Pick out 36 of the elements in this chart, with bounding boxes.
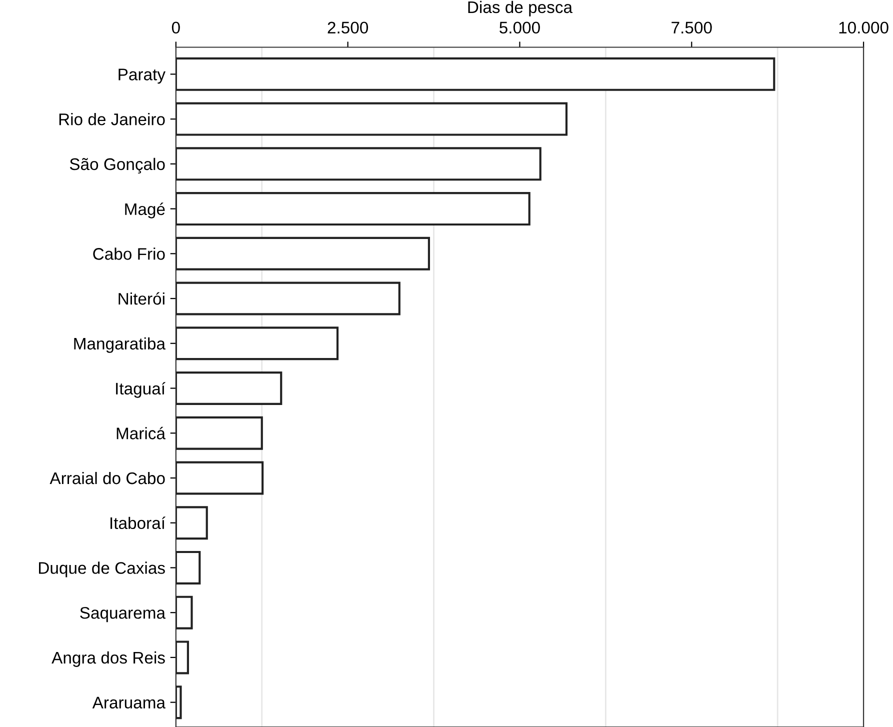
bar — [176, 461, 264, 495]
bar — [176, 282, 400, 316]
y-tick-label: São Gonçalo — [70, 158, 165, 174]
bar — [176, 192, 530, 226]
bar — [176, 147, 542, 181]
y-tick-label: Duque de Caxias — [39, 562, 165, 578]
bar — [176, 596, 193, 630]
x-axis-title: Dias de pesca — [468, 0, 573, 16]
bar — [176, 416, 263, 450]
bar — [176, 506, 208, 540]
bar — [176, 686, 182, 720]
y-tick-label: Mangaratiba — [74, 337, 166, 353]
x-tick-label: 7.500 — [672, 22, 712, 34]
x-tick-label: 2.500 — [328, 22, 368, 34]
y-tick-label: Maricá — [116, 426, 166, 440]
x-tick-label: 5.000 — [500, 22, 540, 34]
y-tick-label: Paraty — [118, 68, 166, 84]
y-tick-label: Itaguaí — [116, 382, 166, 398]
y-tick-label: Rio de Janeiro — [59, 113, 165, 126]
y-tick-label: Araruama — [92, 696, 166, 709]
bar — [176, 102, 568, 136]
y-tick-label: Niterói — [118, 292, 164, 305]
y-tick-label: Angra dos Reis — [52, 651, 165, 667]
bar — [176, 372, 282, 405]
bar — [176, 326, 339, 360]
x-tick-label: 10.000 — [839, 22, 888, 34]
y-tick-label: Saquarema — [80, 606, 166, 622]
y-tick-label: Arraial do Cabo — [50, 472, 165, 484]
y-tick-label: Magé — [125, 202, 165, 218]
y-tick-label: Itaboraí — [110, 516, 166, 530]
bar — [176, 640, 189, 674]
bar — [176, 550, 201, 584]
bar — [176, 57, 776, 91]
bar — [176, 236, 430, 270]
y-tick-label: Cabo Frio — [93, 248, 165, 260]
x-tick-label: 0 — [172, 22, 180, 34]
